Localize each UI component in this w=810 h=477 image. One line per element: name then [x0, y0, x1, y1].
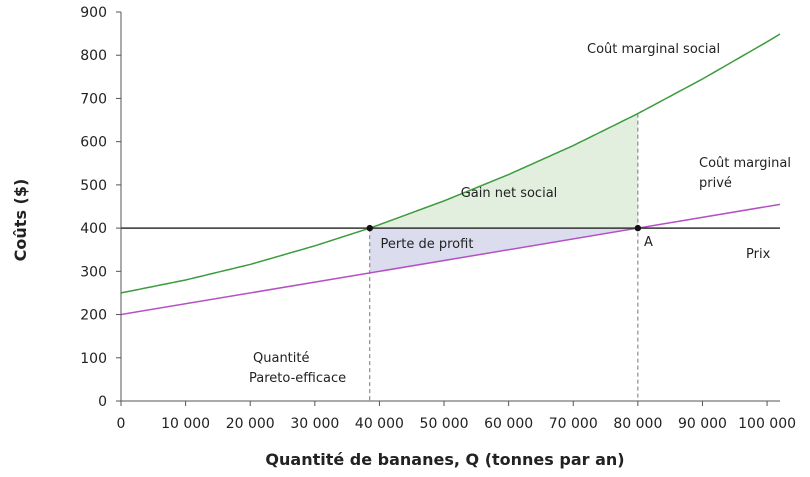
- label-pareto-2: Pareto-efficace: [249, 371, 346, 386]
- x-tick-label: 60 000: [484, 416, 533, 432]
- x-tick-label: 80 000: [613, 416, 662, 432]
- label-private-cost-1: Coût marginal: [699, 156, 791, 171]
- x-tick-label: 100 000: [738, 416, 796, 432]
- y-tick-label: 100: [80, 351, 107, 367]
- y-tick-label: 400: [80, 221, 107, 237]
- x-tick-label: 40 000: [355, 416, 404, 432]
- y-tick-label: 200: [80, 308, 107, 324]
- x-tick-label: 0: [117, 416, 126, 432]
- y-tick-label: 900: [80, 5, 107, 21]
- y-tick-label: 600: [80, 135, 107, 151]
- series-line-1: [120, 203, 781, 316]
- y-tick-label: 0: [98, 394, 107, 410]
- y-tick-label: 500: [80, 178, 107, 194]
- label-social-cost: Coût marginal social: [587, 42, 720, 57]
- y-tick-label: 700: [80, 91, 107, 107]
- x-tick-label: 10 000: [161, 416, 210, 432]
- y-axis-label: Coûts ($): [11, 179, 30, 262]
- region-gain: [369, 113, 638, 229]
- point-label-a: A: [644, 235, 653, 250]
- y-tick-label: 800: [80, 48, 107, 64]
- series-line-0: [120, 33, 781, 294]
- label-pareto-1: Quantité: [253, 351, 309, 366]
- x-tick-label: 20 000: [226, 416, 275, 432]
- region-label-gain: Gain net social: [461, 186, 558, 201]
- label-private-cost-2: privé: [699, 176, 732, 191]
- x-tick-label: 30 000: [290, 416, 339, 432]
- region-label-loss: Perte de profit: [381, 237, 474, 252]
- label-price: Prix: [746, 247, 771, 262]
- x-tick-label: 70 000: [549, 416, 598, 432]
- y-tick-label: 300: [80, 264, 107, 280]
- x-axis-label: Quantité de bananes, Q (tonnes par an): [265, 450, 624, 469]
- equilibrium-point: [366, 224, 373, 232]
- x-tick-label: 50 000: [420, 416, 469, 432]
- equilibrium-point: [634, 224, 642, 232]
- x-tick-label: 90 000: [678, 416, 727, 432]
